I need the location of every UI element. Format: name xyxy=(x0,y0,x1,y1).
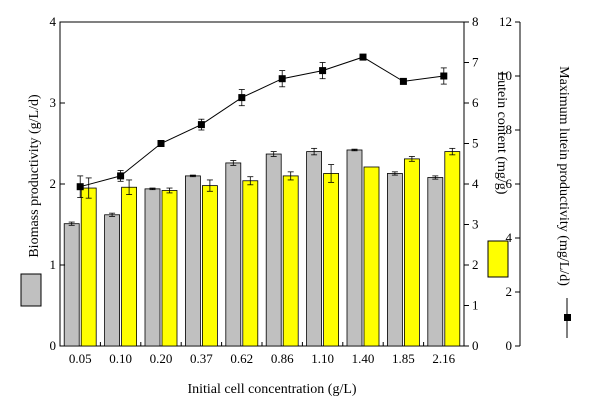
bar-right1-1 xyxy=(121,186,137,347)
left-tick-label-1: 1 xyxy=(50,257,57,272)
error-bar-left-8 xyxy=(391,171,398,176)
right1-axis: 0 1 2 3 4 5 6 7 8 xyxy=(464,14,479,353)
bar-left-5 xyxy=(265,153,282,347)
left-tick-label-4: 4 xyxy=(50,14,57,29)
right2-axis: 0 2 4 6 8 10 12 xyxy=(499,14,521,353)
x-tick-label-3: 0.37 xyxy=(190,351,213,366)
left-axis-legend-swatch xyxy=(20,273,42,307)
bar-right1-0 xyxy=(80,187,97,347)
right1-tick-label-8: 8 xyxy=(472,14,479,29)
x-tick-label-7: 1.40 xyxy=(352,351,375,366)
right2-tick-label-6: 12 xyxy=(499,14,512,29)
error-bar-left-6 xyxy=(311,147,318,156)
bar-right1-3 xyxy=(201,185,218,347)
bar-left-8 xyxy=(386,173,403,347)
error-bar-right1-0 xyxy=(85,177,92,199)
plot-area-border xyxy=(59,21,465,347)
error-bar-right1-6 xyxy=(328,164,335,183)
x-tick-label-0: 0.05 xyxy=(69,351,92,366)
error-bar-left-7 xyxy=(351,148,358,152)
line-point-4 xyxy=(238,94,246,102)
x-tick-label-9: 2.16 xyxy=(432,351,455,366)
right2-tick-label-5: 10 xyxy=(499,68,512,83)
right2-axis-legend-marker xyxy=(564,298,571,338)
right1-tick-label-7: 7 xyxy=(472,55,479,70)
right2-tick-label-0: 0 xyxy=(506,338,513,353)
error-bar-right1-2 xyxy=(166,187,173,194)
error-bar-left-0 xyxy=(68,221,75,226)
right2-tick-label-1: 2 xyxy=(506,284,513,299)
bar-left-0 xyxy=(63,223,80,347)
x-tick-label-1: 0.10 xyxy=(109,351,132,366)
error-bar-right1-5 xyxy=(287,171,294,181)
x-tick-label-2: 0.20 xyxy=(150,351,173,366)
bar-left-4 xyxy=(225,162,242,347)
right1-tick-label-5: 5 xyxy=(472,136,479,151)
line-point-8 xyxy=(399,77,407,85)
line-point-0 xyxy=(76,183,84,191)
bar-right1-9 xyxy=(444,151,461,347)
error-bar-left-3 xyxy=(189,174,196,178)
x-tick-label-6: 1.10 xyxy=(311,351,334,366)
x-axis-label: Initial cell concentration (g/L) xyxy=(187,382,356,397)
left-axis-label: Biomass productivity (g/L/d) xyxy=(27,94,42,258)
x-axis: 0.05 0.10 0.20 0.37 0.62 0.86 1.10 1.40 1.85 2.16 xyxy=(69,342,456,366)
plot-frame xyxy=(59,21,465,347)
line-point-9 xyxy=(440,72,448,80)
bars xyxy=(63,147,461,347)
line-layer xyxy=(76,53,448,198)
bar-right1-6 xyxy=(323,173,340,347)
right1-axis-legend-swatch xyxy=(487,240,509,278)
x-tick-label-4: 0.62 xyxy=(230,351,253,366)
right2-tick-label-4: 8 xyxy=(506,122,513,137)
bar-left-2 xyxy=(144,188,161,347)
line-right2 xyxy=(80,56,444,188)
bar-right1-7 xyxy=(363,166,380,347)
bar-left-3 xyxy=(184,175,201,347)
error-bar-right1-3 xyxy=(206,179,213,192)
right1-tick-label-4: 4 xyxy=(472,176,479,191)
error-bar-right1-4 xyxy=(247,176,254,186)
error-bar-right1-1 xyxy=(126,179,133,195)
error-bar-left-1 xyxy=(109,212,116,217)
bar-right1-2 xyxy=(161,190,178,347)
right2-axis-label: Maximum lutein productivity (mg/L/d) xyxy=(556,66,571,286)
right1-tick-label-3: 3 xyxy=(472,217,479,232)
right1-tick-label-0: 0 xyxy=(472,338,479,353)
error-bar-right1-9 xyxy=(449,147,456,156)
left-axis: 0 1 2 3 4 xyxy=(50,14,65,353)
right1-tick-label-1: 1 xyxy=(472,298,479,313)
line-point-3 xyxy=(197,121,205,129)
bar-left-9 xyxy=(427,177,444,347)
line-point-1 xyxy=(117,172,125,180)
right2-tick-label-3: 6 xyxy=(506,176,513,191)
error-bar-left-4 xyxy=(230,160,237,166)
line-point-6 xyxy=(319,67,327,75)
x-tick-label-8: 1.85 xyxy=(392,351,415,366)
error-bar-left-2 xyxy=(149,187,156,191)
error-bar-right1-8 xyxy=(408,156,415,162)
left-tick-label-0: 0 xyxy=(50,338,57,353)
right2-tick-label-2: 4 xyxy=(506,230,513,245)
right1-tick-label-2: 2 xyxy=(472,257,479,272)
right1-axis-label: Lutein content (mg/g) xyxy=(494,72,509,195)
x-tick-label-5: 0.86 xyxy=(271,351,294,366)
line-point-2 xyxy=(157,140,165,147)
error-bar-left-5 xyxy=(270,151,277,157)
bar-right1-5 xyxy=(282,175,299,347)
bar-left-1 xyxy=(104,214,120,347)
error-bar-left-9 xyxy=(432,175,439,180)
left-tick-label-3: 3 xyxy=(50,95,57,110)
bar-right1-4 xyxy=(242,180,259,347)
right1-tick-label-6: 6 xyxy=(472,95,479,110)
line-point-5 xyxy=(278,75,286,83)
left-tick-label-2: 2 xyxy=(50,176,57,191)
bar-left-6 xyxy=(306,151,323,347)
line-point-7 xyxy=(359,53,367,61)
bar-left-7 xyxy=(346,149,363,347)
bar-right1-8 xyxy=(403,158,420,347)
